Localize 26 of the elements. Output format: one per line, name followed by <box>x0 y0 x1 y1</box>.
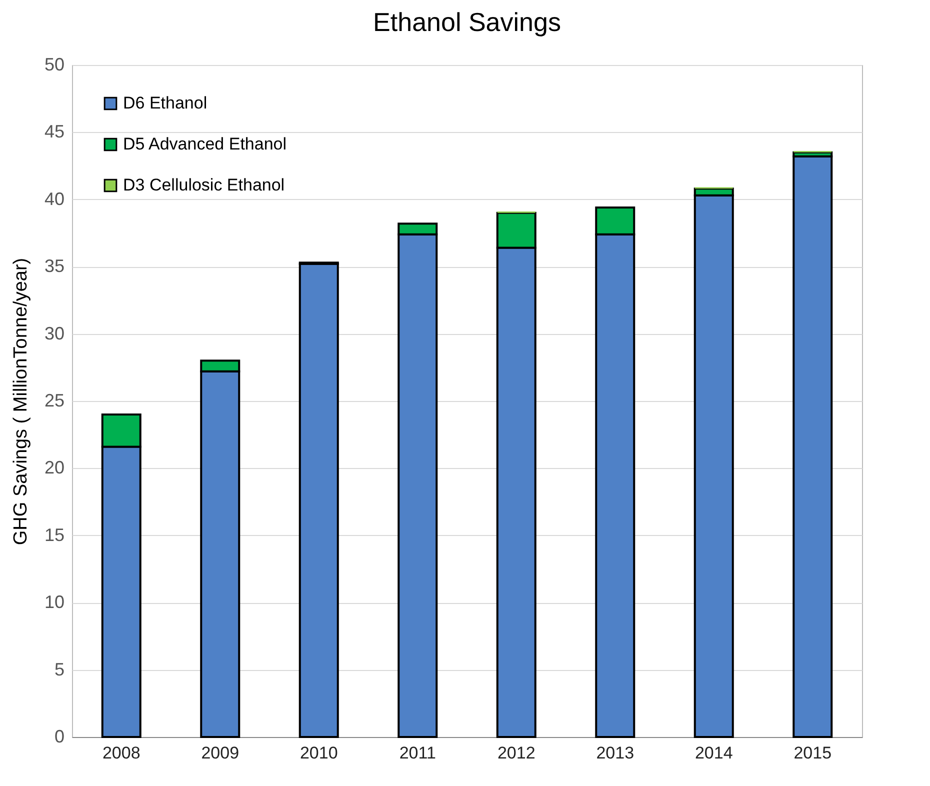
y-tick-label: 0 <box>54 726 64 746</box>
x-tick-label: 2013 <box>596 744 634 762</box>
y-tick-label: 10 <box>44 592 64 612</box>
y-tick-label: 5 <box>54 659 64 680</box>
y-axis-title: GHG Savings ( MillionTonne/year) <box>10 258 32 546</box>
legend-label: D6 Ethanol <box>123 94 208 112</box>
x-tick-label: 2008 <box>102 744 140 762</box>
legend-label: D3 Cellulosic Ethanol <box>123 176 285 194</box>
x-tick-label: 2009 <box>201 744 240 762</box>
y-tick-label: 35 <box>44 256 64 276</box>
y-tick-label: 40 <box>44 188 64 209</box>
bar <box>298 262 339 738</box>
legend-label: D5 Advanced Ethanol <box>123 134 287 154</box>
x-tick-label: 2010 <box>300 744 338 762</box>
y-tick-label: 45 <box>44 122 64 142</box>
x-tick-label: 2014 <box>694 744 733 762</box>
x-tick-label: 2011 <box>399 744 436 762</box>
x-tick-label: 2012 <box>497 744 536 762</box>
y-tick-label: 15 <box>44 524 64 545</box>
y-tick-label: 30 <box>44 323 64 344</box>
y-tick-label: 50 <box>44 54 64 74</box>
chart-title: Ethanol Savings <box>373 7 561 37</box>
y-tick-label: 20 <box>44 458 64 478</box>
y-tick-label: 25 <box>44 390 64 410</box>
bar <box>792 155 833 738</box>
x-tick-label: 2015 <box>794 744 832 762</box>
